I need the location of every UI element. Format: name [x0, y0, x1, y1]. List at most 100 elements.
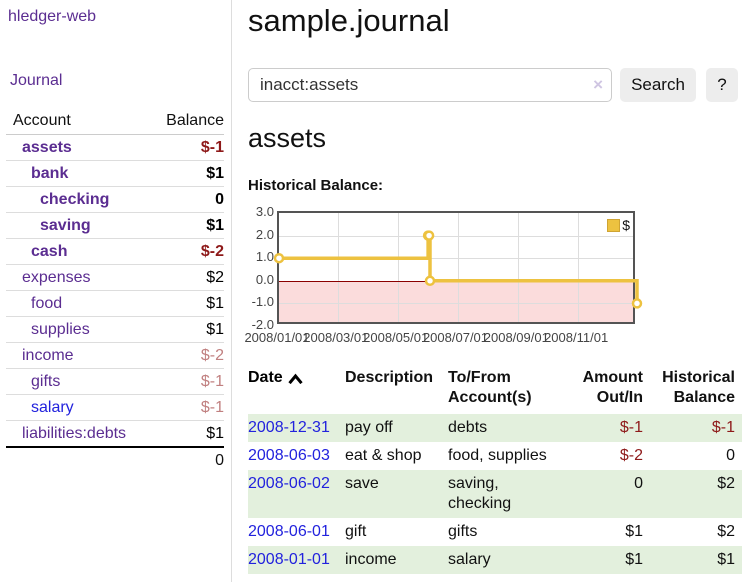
accounts-total-value: 0	[215, 452, 224, 469]
balance-column-header-main: Historical Balance	[662, 369, 735, 406]
account-balance: $1	[206, 165, 224, 182]
register-row: 2008-06-02 save saving, checking 0 $2	[248, 470, 742, 518]
chart-gridline	[397, 213, 399, 322]
transaction-accounts: salary	[448, 551, 491, 568]
transaction-accounts: debts	[448, 419, 488, 436]
transaction-balance: 0	[726, 447, 735, 464]
account-link[interactable]: salary	[31, 399, 74, 416]
chart-gridline	[337, 213, 339, 322]
x-tick-label: 2008/09/01	[483, 330, 549, 345]
y-tick-label: 3.0	[255, 204, 274, 219]
account-row: food $1	[6, 291, 224, 317]
transaction-balance: $1	[717, 551, 735, 568]
account-link[interactable]: income	[22, 347, 74, 364]
account-link[interactable]: saving	[40, 217, 91, 234]
transaction-amount: $-1	[619, 419, 643, 436]
account-balance: $1	[206, 217, 224, 234]
chart-legend: $	[607, 217, 630, 233]
x-tick-label: 2008/05/01	[363, 330, 429, 345]
x-tick-label: 2008/03/01	[303, 330, 369, 345]
description-column-header: Description	[345, 369, 434, 386]
data-point-marker	[631, 298, 643, 309]
transaction-date-link[interactable]: 2008-06-02	[248, 475, 330, 492]
transaction-amount: 0	[634, 475, 643, 492]
account-balance: $-2	[200, 347, 224, 364]
clear-search-icon[interactable]: ×	[593, 75, 603, 94]
account-balance: $1	[206, 295, 224, 312]
account-link[interactable]: liabilities:debts	[22, 425, 127, 442]
sidebar-item-journal[interactable]: Journal	[10, 72, 63, 89]
transaction-description: save	[345, 475, 379, 492]
account-row: salary $-1	[6, 395, 224, 421]
account-row: supplies $1	[6, 317, 224, 343]
transaction-amount: $1	[625, 523, 643, 540]
account-row: checking 0	[6, 187, 224, 213]
chart-gridline	[518, 213, 520, 322]
transaction-balance: $2	[717, 523, 735, 540]
register-header-row: Date Description To/From Account(s) Amou…	[248, 366, 742, 414]
chart-gridline	[578, 213, 580, 322]
account-balance: $-1	[200, 399, 224, 416]
chart-plot: $	[273, 211, 643, 324]
account-balance: $2	[206, 269, 224, 286]
account-link[interactable]: expenses	[22, 269, 91, 286]
account-link[interactable]: cash	[31, 243, 68, 260]
register-row: 2008-01-01 income salary $1 $1	[248, 546, 742, 574]
y-tick-label: 0.0	[255, 271, 274, 287]
chart-gridline	[279, 235, 633, 237]
accounts-table-header: Account Balance	[6, 110, 224, 135]
search-button[interactable]: Search	[620, 68, 696, 102]
account-link[interactable]: gifts	[31, 373, 61, 390]
transaction-date-link[interactable]: 2008-06-03	[248, 447, 330, 464]
transaction-description: eat & shop	[345, 447, 422, 464]
account-balance: 0	[215, 191, 224, 208]
account-row: liabilities:debts $1	[6, 421, 224, 446]
main-content: sample.journal × Search ? assets Histori…	[244, 0, 742, 582]
transaction-accounts: saving, checking	[448, 475, 512, 512]
x-tick-label: 2008/07/01	[422, 330, 489, 345]
app-brand-link[interactable]: hledger-web	[8, 8, 97, 25]
help-button[interactable]: ?	[706, 68, 738, 102]
transaction-date-link[interactable]: 2008-06-01	[248, 523, 330, 540]
transaction-description: pay off	[345, 419, 393, 436]
account-balance: $-1	[200, 373, 224, 390]
transaction-description: gift	[345, 523, 367, 540]
transaction-date-link[interactable]: 2008-01-01	[248, 551, 330, 568]
accounts-list: assets $-1 bank $1 checking 0 saving $1 cash $-2 e…	[6, 135, 224, 446]
chart-gridline	[457, 213, 459, 322]
account-heading: assets	[248, 123, 327, 153]
transaction-description: income	[345, 551, 397, 568]
register-row: 2008-06-03 eat & shop food, supplies $-2 0	[248, 442, 742, 470]
sort-ascending-icon	[288, 373, 303, 384]
legend-label: $	[622, 217, 630, 233]
chart-title: Historical Balance:	[248, 177, 384, 194]
sort-by-date-link[interactable]: Date	[248, 368, 303, 388]
chart-gridline	[279, 258, 633, 260]
account-row: expenses $2	[6, 265, 224, 291]
account-link[interactable]: food	[31, 295, 63, 312]
account-link[interactable]: checking	[40, 191, 110, 208]
account-row: assets $-1	[6, 135, 224, 161]
account-balance: $1	[206, 425, 224, 442]
chart-x-axis: 2008/01/01 2008/03/01 2008/05/01 2008/07/01…	[244, 330, 635, 346]
search-input[interactable]	[248, 68, 612, 102]
accounts-table: Account Balance assets $-1 bank $1 checking 0…	[6, 110, 224, 473]
accounts-column-header: To/From Account(s)	[448, 369, 532, 406]
balance-column-header: Balance	[166, 112, 224, 129]
register-row: 2008-06-01 gift gifts $1 $2	[248, 518, 742, 546]
account-link[interactable]: assets	[22, 139, 72, 156]
account-row: income $-2	[6, 343, 224, 369]
account-row: gifts $-1	[6, 369, 224, 395]
account-row: saving $1	[6, 213, 224, 239]
transaction-balance: $2	[717, 475, 735, 492]
account-link[interactable]: bank	[31, 165, 69, 182]
account-balance: $1	[206, 321, 224, 338]
account-row: bank $1	[6, 161, 224, 187]
account-link[interactable]: supplies	[31, 321, 90, 338]
page-title: sample.journal	[248, 3, 450, 38]
historical-balance-chart: 3.0 2.0 1.0 0.0 -1.0 -2.0 $ 2008/01/01 2008/03…	[244, 204, 668, 347]
register-row: 2008-12-31 pay off debts $-1 $-1	[248, 414, 742, 442]
search-box: ×	[248, 68, 612, 102]
transaction-date-link[interactable]: 2008-12-31	[248, 419, 330, 436]
search-bar: × Search ?	[248, 68, 742, 102]
